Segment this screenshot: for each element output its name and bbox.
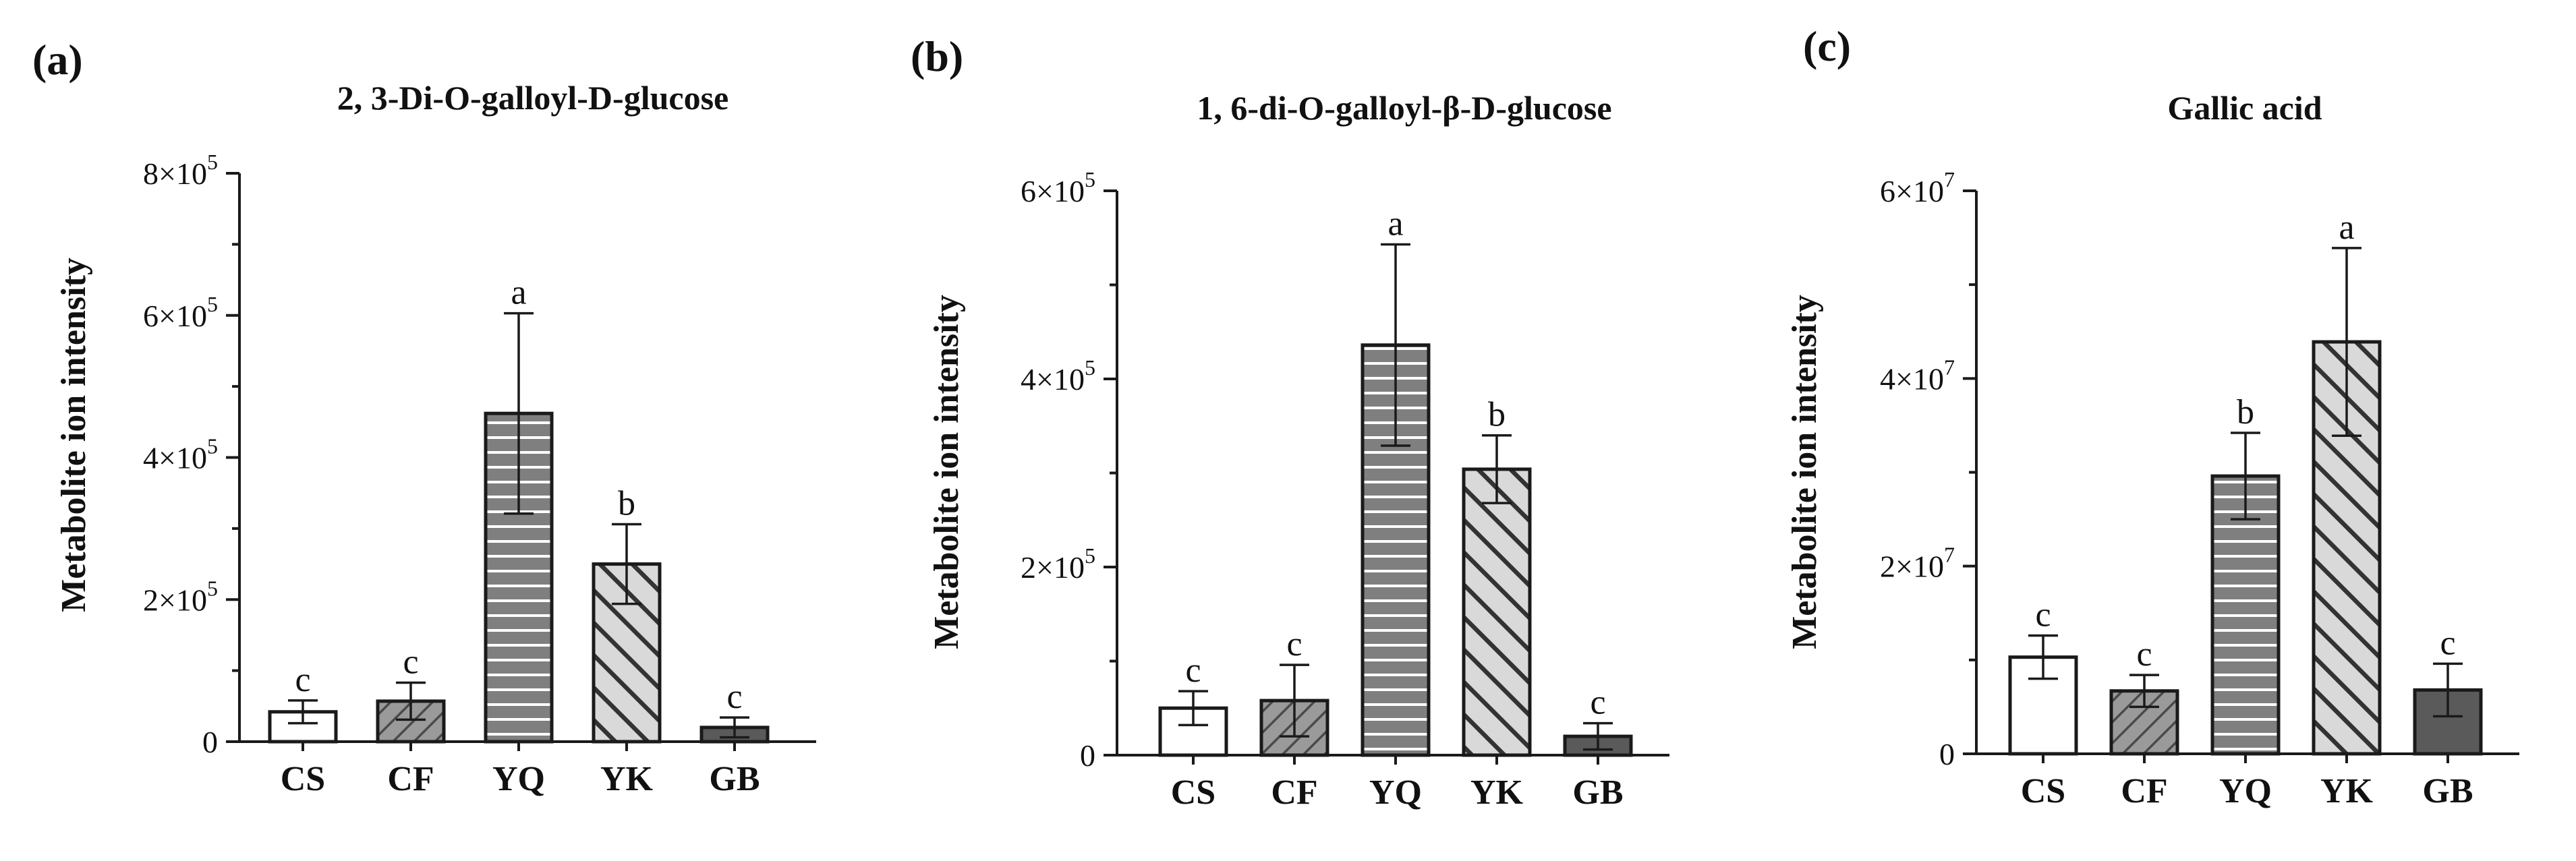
x-tick-label: YK xyxy=(600,760,654,798)
chart-title: 1, 6-di-O-galloyl-β-D-glucose xyxy=(1197,89,1611,127)
x-tick-label: YQ xyxy=(1369,773,1422,812)
y-axis-label: Metabolite ion intensity xyxy=(55,258,93,612)
y-tick-label: 2×105 xyxy=(1021,543,1095,585)
y-axis: 0 2×105 4×105 6×105 xyxy=(1021,167,1118,773)
y-tick-label: 6×105 xyxy=(143,292,218,333)
significance-letter: c xyxy=(295,661,310,699)
bars: c c a b c xyxy=(268,274,770,744)
significance-letter: b xyxy=(2237,393,2254,432)
x-tick-label: CS xyxy=(2021,772,2065,810)
significance-letter: c xyxy=(403,643,418,682)
bar-yq xyxy=(2210,474,2281,756)
significance-letter: b xyxy=(1488,396,1506,434)
significance-letter: a xyxy=(511,274,526,312)
x-tick-label: YQ xyxy=(2219,772,2272,810)
y-tick-label: 8×105 xyxy=(143,150,218,191)
x-axis: CS CF YQ YK GB xyxy=(1117,754,1669,812)
significance-letter: c xyxy=(1286,625,1302,663)
significance-letter: b xyxy=(618,485,635,523)
significance-letter: c xyxy=(1185,651,1201,690)
y-tick-label: 6×105 xyxy=(1021,167,1095,208)
y-axis: 0 2×107 4×107 6×107 xyxy=(1880,167,1978,771)
x-tick-label: GB xyxy=(709,760,760,798)
y-tick-label: 2×105 xyxy=(143,576,218,617)
significance-letter: c xyxy=(726,678,742,716)
x-axis: CS CF YQ YK GB xyxy=(239,740,816,798)
significance-letter: a xyxy=(2339,208,2354,247)
x-tick-label: YK xyxy=(1470,773,1524,812)
panel-b: (b) 1, 6-di-O-galloyl-β-D-glucose Metabo… xyxy=(911,32,1669,812)
panel-a: (a) 2, 3-Di-O-galloyl-D-glucose Metaboli… xyxy=(32,36,816,798)
panel-label: (c) xyxy=(1803,22,1851,70)
y-axis: 0 2×105 4×105 6×105 8×105 xyxy=(143,150,241,759)
x-tick-label: YK xyxy=(2320,772,2374,810)
x-tick-label: CS xyxy=(1171,773,1215,812)
y-tick-label: 6×107 xyxy=(1880,167,1955,208)
y-tick-label: 2×107 xyxy=(1880,543,1955,584)
chart-title: Gallic acid xyxy=(2167,89,2322,127)
y-axis-label: Metabolite ion intensity xyxy=(927,295,966,649)
y-tick-label: 0 xyxy=(202,725,218,759)
y-axis-label: Metabolite ion intensity xyxy=(1785,295,1824,649)
y-tick-label: 4×107 xyxy=(1880,355,1955,396)
chart-title: 2, 3-Di-O-galloyl-D-glucose xyxy=(337,79,728,117)
bars: c c b a c xyxy=(2008,208,2483,756)
bars: c c a b c xyxy=(1158,205,1633,757)
panel-c: (c) Gallic acid Metabolite ion intensity… xyxy=(1785,22,2519,810)
panel-label: (b) xyxy=(911,32,963,80)
x-tick-label: CF xyxy=(2121,772,2167,810)
y-tick-label: 4×105 xyxy=(143,434,218,475)
bar-yk xyxy=(1462,467,1532,757)
significance-letter: c xyxy=(2136,635,2152,674)
x-tick-label: YQ xyxy=(492,760,545,798)
y-tick-label: 0 xyxy=(1080,738,1095,773)
x-tick-label: GB xyxy=(1572,773,1623,812)
x-tick-label: CF xyxy=(1271,773,1317,812)
x-tick-label: CF xyxy=(387,760,434,798)
significance-letter: c xyxy=(2035,596,2051,634)
y-tick-label: 0 xyxy=(1939,737,1955,771)
y-tick-label: 4×105 xyxy=(1021,355,1095,396)
x-tick-label: CS xyxy=(281,760,325,798)
significance-letter: a xyxy=(1387,205,1403,243)
x-axis: CS CF YQ YK GB xyxy=(1976,752,2519,810)
x-tick-label: GB xyxy=(2422,772,2473,810)
significance-letter: c xyxy=(1590,684,1605,722)
panel-label: (a) xyxy=(32,36,83,84)
significance-letter: c xyxy=(2440,624,2455,662)
